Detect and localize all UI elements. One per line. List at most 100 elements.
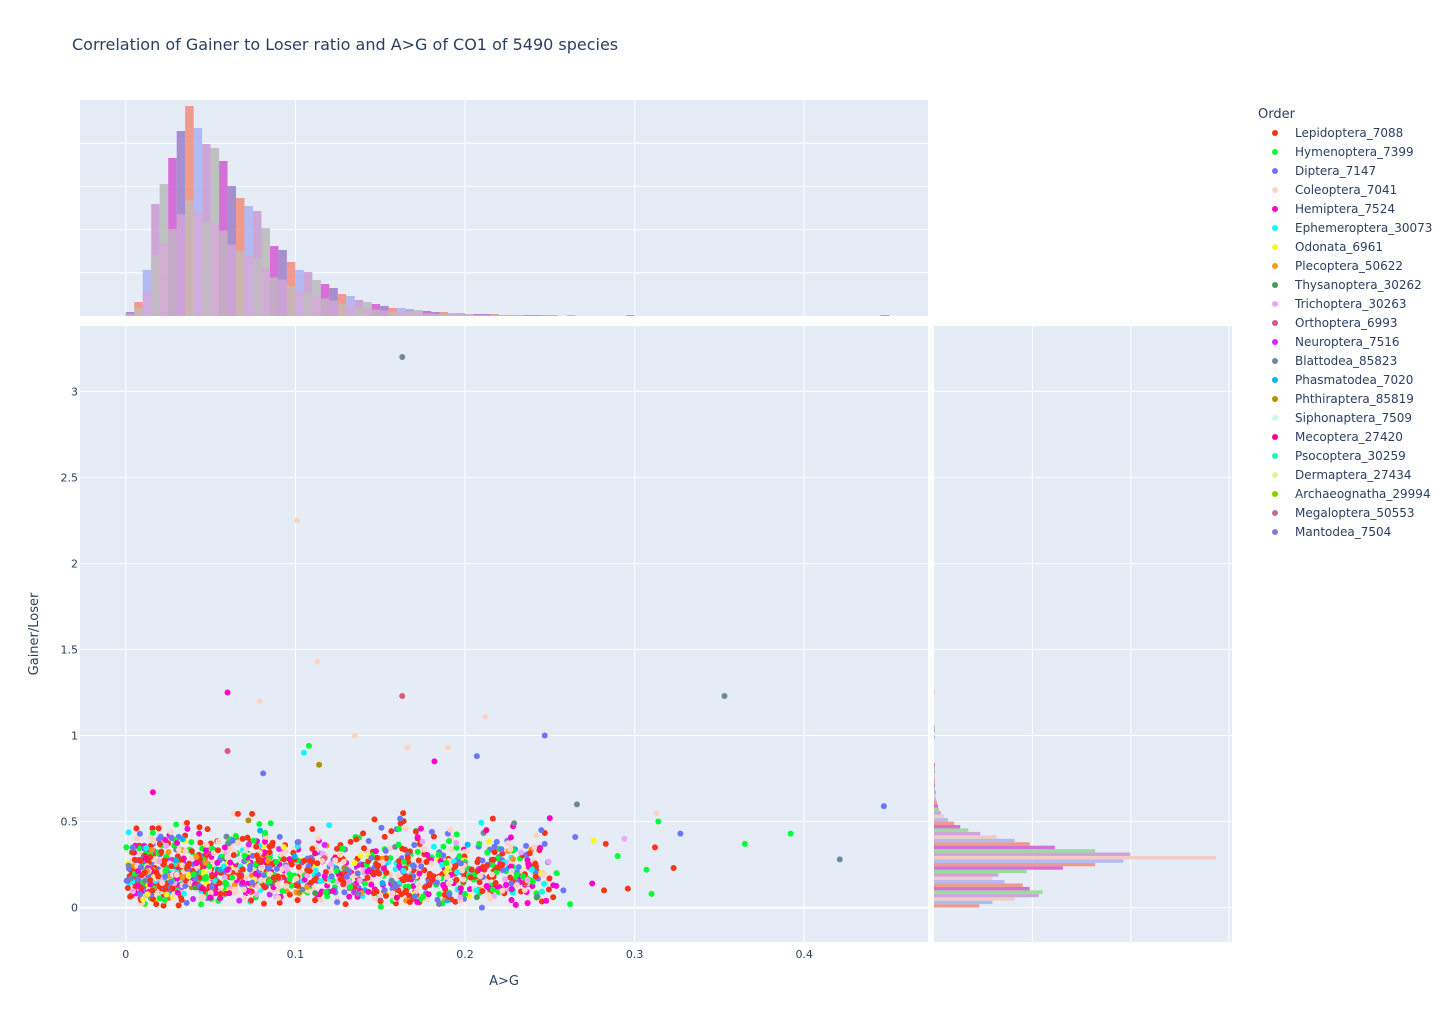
scatter-point [395, 841, 402, 848]
scatter-point [253, 891, 260, 898]
scatter-point [283, 882, 290, 889]
scatter-point [508, 886, 515, 893]
x-histogram-bar-overlay [405, 312, 415, 316]
scatter-point [266, 878, 273, 885]
scatter-point [270, 874, 277, 881]
scatter-point [182, 848, 189, 855]
scatter-point [523, 842, 530, 849]
y-histogram-bar [934, 886, 1030, 891]
scatter-point [453, 839, 460, 846]
scatter-point [377, 898, 384, 905]
scatter-point [452, 862, 459, 869]
scatter-point [415, 880, 422, 887]
scatter-point [141, 869, 148, 876]
scatter-point [137, 891, 144, 898]
scatter-point [241, 852, 248, 859]
scatter-point [478, 904, 485, 911]
scatter-point [404, 854, 411, 861]
scatter-point [371, 816, 378, 823]
x-histogram-bar-overlay [346, 305, 355, 316]
y-histogram-bar [934, 787, 936, 791]
scatter-point [300, 749, 307, 756]
scatter-point [128, 875, 135, 882]
scatter-point [448, 846, 455, 853]
scatter-point [156, 895, 163, 902]
scatter-point [261, 849, 268, 856]
scatter-point [155, 836, 162, 843]
scatter-point [479, 857, 486, 864]
x-histogram-bar-overlay [507, 315, 516, 316]
scatter-point [483, 882, 490, 889]
scatter-point [416, 870, 423, 877]
scatter-point [216, 880, 223, 887]
y-histogram-bar [934, 838, 1015, 843]
scatter-point [206, 863, 213, 870]
scatter-point [173, 871, 180, 878]
scatter-point [528, 866, 535, 873]
scatter-point [484, 862, 491, 869]
scatter-point [426, 870, 433, 877]
x-histogram-bar-overlay [151, 254, 160, 316]
legend-marker [1272, 434, 1278, 440]
scatter-point [167, 829, 174, 836]
scatter-point [428, 860, 435, 867]
legend-marker [1272, 453, 1278, 459]
y-histogram-bar [934, 725, 936, 729]
scatter-point [413, 887, 420, 894]
scatter-point [147, 881, 154, 888]
scatter-point [601, 887, 608, 894]
y-histogram-bar [934, 849, 1096, 853]
scatter-point [389, 890, 396, 897]
scatter-point [137, 857, 144, 864]
scatter-point [124, 884, 131, 891]
scatter-point [330, 887, 337, 894]
scatter-point [677, 830, 684, 837]
x-histogram-bar-overlay [549, 315, 559, 316]
scatter-point [309, 845, 316, 852]
scatter-point [539, 888, 546, 895]
x-histogram-bar-overlay [541, 315, 550, 316]
scatter-point [143, 845, 150, 852]
scatter-point [489, 815, 496, 822]
scatter-point [266, 891, 273, 898]
scatter-point [147, 877, 154, 884]
scatter-point [123, 877, 130, 884]
scatter-point [473, 753, 480, 760]
scatter-point [312, 890, 319, 897]
scatter-point [836, 856, 843, 863]
scatter-point [457, 885, 464, 892]
scatter-point [340, 858, 347, 865]
scatter-point [361, 880, 368, 887]
y-histogram-bar [934, 904, 980, 908]
legend-marker [1272, 282, 1278, 288]
legend-label: Hemiptera_7524 [1295, 202, 1395, 216]
scatter-point [400, 867, 407, 874]
x-histogram-bar-overlay [142, 290, 152, 316]
y-histogram-bar [934, 800, 938, 805]
x-tick-label: 0.1 [287, 948, 305, 961]
scatter-point [414, 898, 421, 905]
scatter-point [222, 879, 229, 886]
scatter-point [621, 835, 628, 842]
scatter-point [431, 758, 438, 765]
scatter-point [383, 869, 390, 876]
scatter-point [135, 868, 142, 875]
scatter-point [453, 831, 460, 838]
y-histogram-bar [934, 763, 936, 767]
legend-marker [1272, 358, 1278, 364]
scatter-point [236, 897, 243, 904]
scatter-point [274, 881, 281, 888]
x-histogram-bar-overlay [464, 314, 474, 316]
scatter-point [491, 843, 498, 850]
x-histogram-bar-overlay [176, 214, 186, 316]
scatter-point [258, 876, 265, 883]
scatter-point [545, 858, 552, 865]
scatter-point [573, 801, 580, 808]
scatter-point [301, 857, 308, 864]
legend-label: Mantodea_7504 [1295, 525, 1391, 539]
scatter-point [417, 825, 424, 832]
scatter-point [404, 744, 411, 751]
scatter-point [183, 899, 190, 906]
legend-label: Odonata_6961 [1295, 240, 1383, 254]
scatter-point [457, 894, 464, 901]
